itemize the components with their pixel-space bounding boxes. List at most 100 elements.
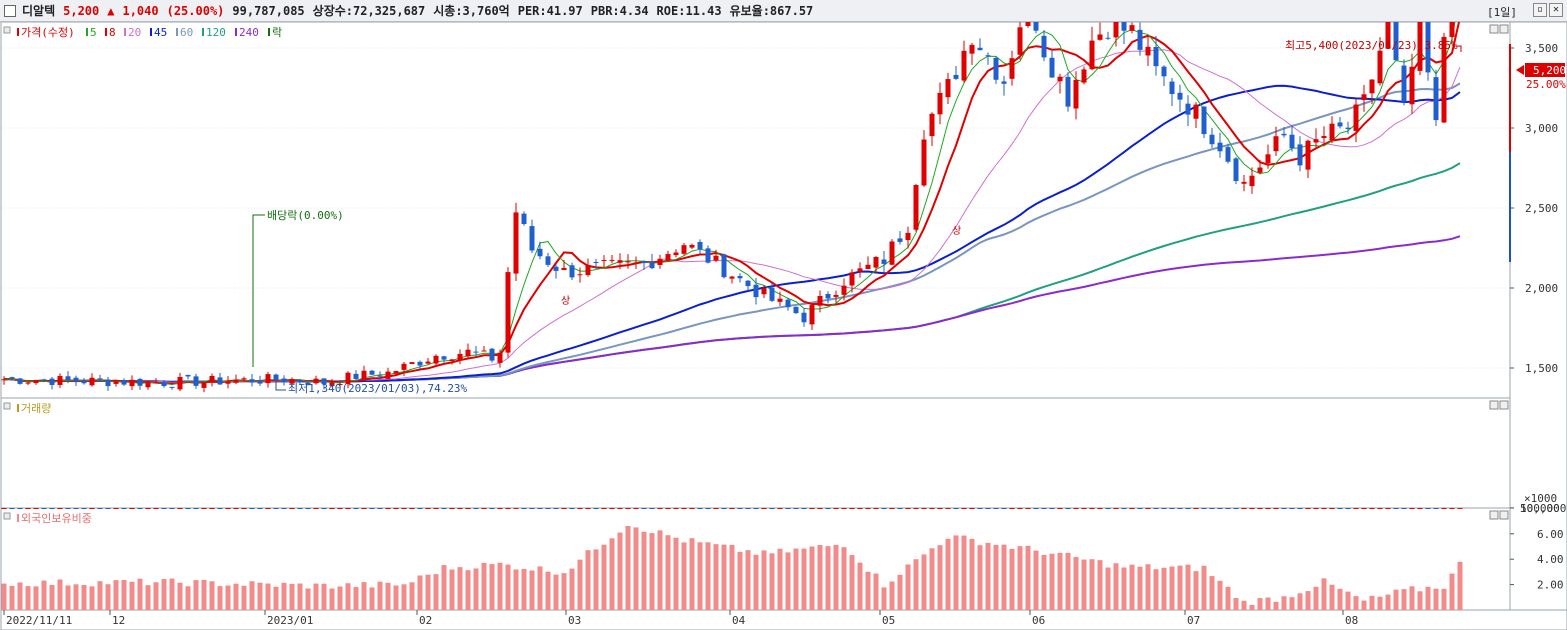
- panel-buttons[interactable]: [1489, 24, 1509, 520]
- foreign-bar: [137, 578, 143, 610]
- price-panel: [0, 22, 1511, 399]
- restore-icon[interactable]: ▫: [1533, 3, 1547, 17]
- candle-body: [225, 381, 231, 384]
- foreign-bar: [473, 568, 479, 610]
- volume-bar: [465, 507, 471, 509]
- volume-bar: [1137, 507, 1143, 509]
- volume-bar: [361, 507, 367, 509]
- foreign-bar: [81, 584, 87, 610]
- candle-body: [121, 380, 127, 385]
- foreign-bar: [1385, 594, 1391, 610]
- ma-legend-label: 락: [272, 26, 282, 39]
- candle-body: [1217, 142, 1223, 152]
- foreign-bar: [417, 575, 423, 610]
- foreign-bar: [841, 547, 847, 610]
- change-arrow: ▲: [107, 3, 115, 18]
- volume-bar: [585, 507, 591, 509]
- candle-body: [25, 382, 31, 384]
- foreign-bar: [641, 531, 647, 610]
- volume-bar: [1257, 507, 1263, 509]
- foreign-bar: [1201, 565, 1207, 610]
- candle-body: [1393, 22, 1399, 61]
- candle-body: [537, 248, 543, 257]
- candle-body: [1225, 147, 1231, 162]
- volume-bar: [457, 507, 463, 509]
- candle-body: [633, 262, 639, 264]
- candle-body: [81, 380, 87, 384]
- foreign-bar: [169, 578, 175, 610]
- candle-body: [1201, 106, 1207, 135]
- foreign-bar: [849, 555, 855, 610]
- candle-body: [305, 382, 311, 386]
- volume-bar: [1377, 507, 1383, 509]
- candle-body: [649, 262, 655, 269]
- foreign-bar: [585, 550, 591, 610]
- foreign-bar: [1281, 596, 1287, 610]
- candle-body: [265, 374, 271, 384]
- period-selector[interactable]: [1일]: [1487, 6, 1517, 19]
- foreign-bar: [1121, 567, 1127, 610]
- volume-bar: [1089, 507, 1095, 509]
- foreign-bar: [321, 583, 327, 610]
- volume-bar: [1361, 507, 1367, 509]
- volume-bar: [449, 507, 455, 509]
- volume-bar: [1417, 507, 1423, 509]
- volume-bar: [945, 507, 951, 509]
- foreign-bar: [385, 582, 391, 610]
- volume-panel: [0, 397, 1511, 509]
- candle-body: [681, 245, 687, 254]
- candle-body: [761, 288, 767, 295]
- candle-body: [993, 57, 999, 80]
- foreign-bar: [577, 559, 583, 610]
- volume-bar: [265, 507, 271, 509]
- volume-bar: [1, 507, 7, 509]
- foreign-bar: [625, 526, 631, 610]
- candle-body: [577, 274, 583, 276]
- candle-body: [1281, 133, 1287, 136]
- candle-body: [801, 312, 807, 323]
- select-checkbox[interactable]: [4, 4, 16, 17]
- foreign-bar: [617, 532, 623, 610]
- volume-bar: [289, 507, 295, 509]
- volume-bar: [417, 507, 423, 509]
- candle-body: [73, 377, 79, 382]
- foreign-bar: [833, 544, 839, 610]
- foreign-bar: [937, 545, 943, 610]
- ma-legend-label: 240: [239, 26, 259, 39]
- ma-legend-swatch: [105, 28, 107, 36]
- candle-body: [1345, 127, 1351, 129]
- foreign-bar: [537, 566, 543, 610]
- candle-body: [145, 381, 151, 388]
- foreign-bar: [953, 535, 959, 610]
- foreign-bar: [897, 574, 903, 610]
- volume-bar: [33, 507, 39, 509]
- foreign-bar: [41, 580, 47, 610]
- candle-body: [1153, 46, 1159, 67]
- candle-body: [625, 261, 631, 263]
- candle-body: [817, 296, 823, 306]
- volume-bar: [1329, 507, 1335, 509]
- candle-body: [1361, 94, 1367, 100]
- price-tick-label: 3,500: [1525, 42, 1558, 55]
- chart-area[interactable]: 가격(수정) 5 8 20 45 60 120 240 락 거래량 외국인보유비중 최고5,4…: [0, 22, 1567, 630]
- candle-body: [569, 265, 575, 278]
- candle-body: [1089, 40, 1095, 70]
- volume-bar: [617, 507, 623, 509]
- foreign-bar: [873, 573, 879, 610]
- volume-bars: [1, 507, 1463, 509]
- close-icon[interactable]: ✕: [1549, 3, 1563, 17]
- ma-legend-swatch: [235, 28, 237, 36]
- candle-body: [1401, 65, 1407, 102]
- volume-bar: [505, 507, 511, 509]
- foreign-bar: [1441, 588, 1447, 610]
- foreign-bar: [1073, 557, 1079, 610]
- volume-bar: [1401, 507, 1407, 509]
- foreign-bar: [393, 585, 399, 610]
- foreign-bar: [49, 584, 55, 610]
- volume-bar: [1169, 507, 1175, 509]
- volume-bar: [97, 507, 103, 509]
- foreign-bar: [801, 548, 807, 610]
- volume-bar: [137, 507, 143, 509]
- candle-body: [33, 380, 39, 384]
